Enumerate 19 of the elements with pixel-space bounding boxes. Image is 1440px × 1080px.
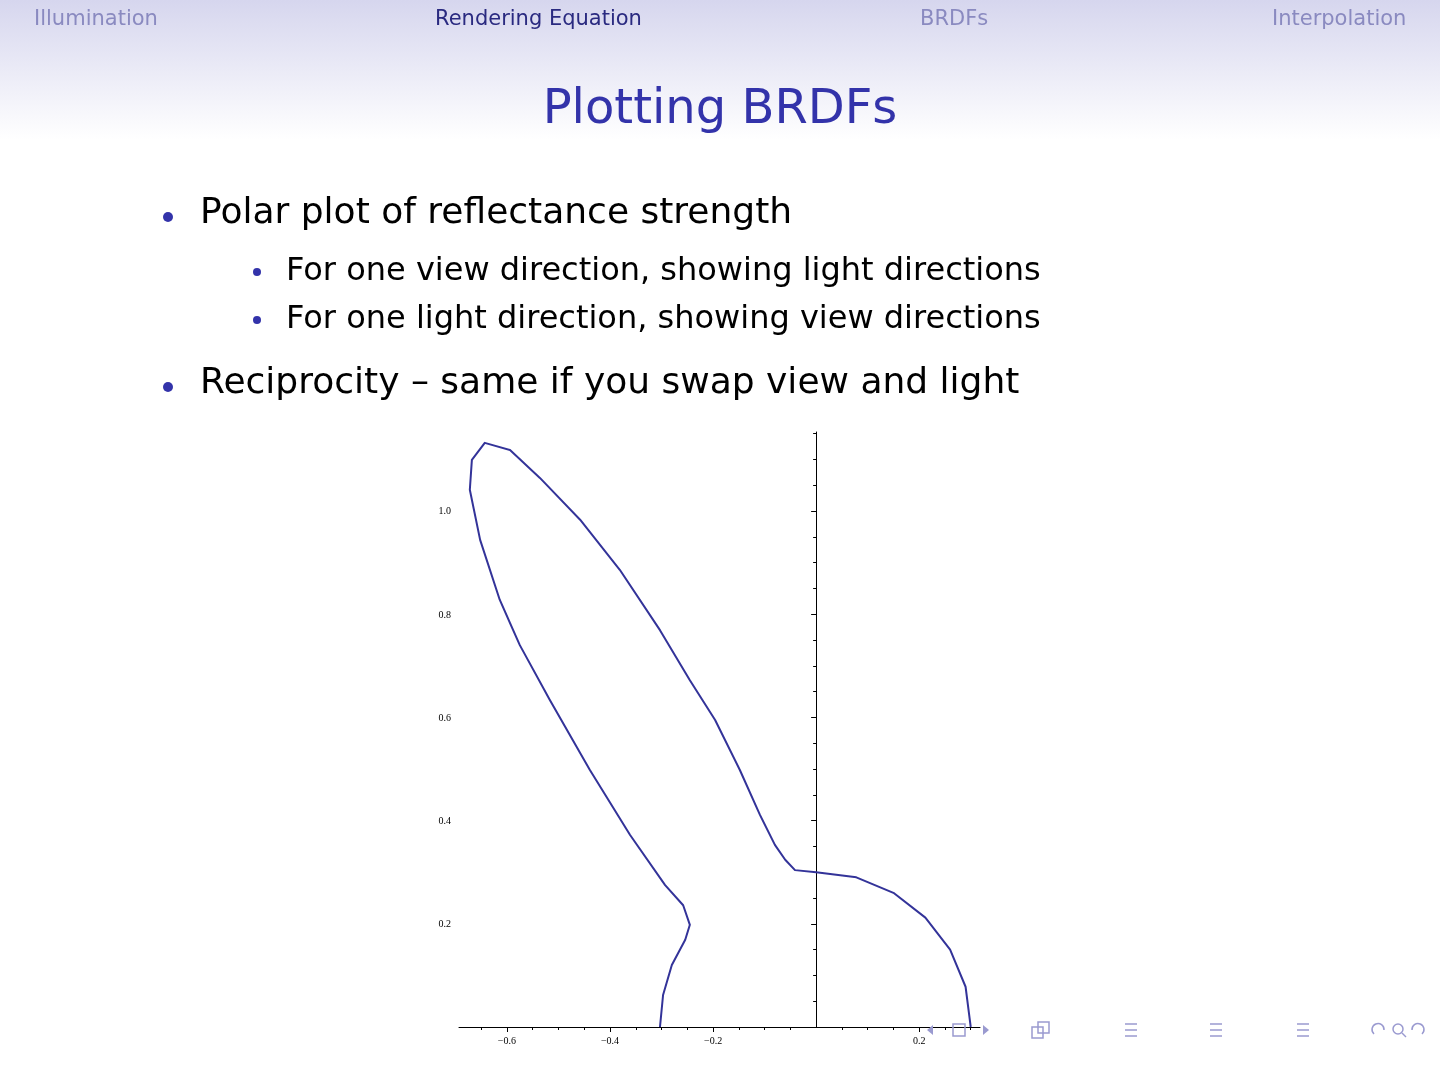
line-series <box>468 441 972 1028</box>
text: Rendering Equation <box>435 6 642 30</box>
x-tick-label: −0.2 <box>703 1034 723 1046</box>
text: Illumination <box>34 6 158 30</box>
text: Interpolation <box>1272 6 1407 30</box>
x-tick-label: −0.4 <box>600 1034 620 1046</box>
text: For one light direction, showing view directions <box>286 298 1041 336</box>
chart-title: Plotting BRDFs <box>541 78 899 134</box>
y-tick-label: 0.8 <box>438 608 451 620</box>
text: Polar plot of reflectance strength <box>200 190 793 231</box>
y-tick-label: 0.4 <box>438 815 451 827</box>
y-tick-label: 0.2 <box>438 918 451 930</box>
y-tick-label: 0.6 <box>438 711 451 723</box>
text: Reciprocity – same if you swap view and light <box>200 360 1020 401</box>
x-tick-label: 0.2 <box>912 1034 926 1046</box>
text: For one view direction, showing light directions <box>286 250 1041 288</box>
text: BRDFs <box>920 6 989 30</box>
x-tick-label: −0.6 <box>497 1034 516 1046</box>
y-tick-label: 1.0 <box>438 505 451 517</box>
